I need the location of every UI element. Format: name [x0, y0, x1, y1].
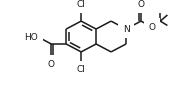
Text: Cl: Cl [77, 0, 86, 9]
Text: HO: HO [24, 33, 38, 42]
Text: Cl: Cl [77, 65, 86, 74]
Text: O: O [48, 60, 55, 69]
Text: O: O [149, 23, 156, 32]
Text: N: N [123, 25, 129, 34]
Text: O: O [137, 0, 144, 9]
